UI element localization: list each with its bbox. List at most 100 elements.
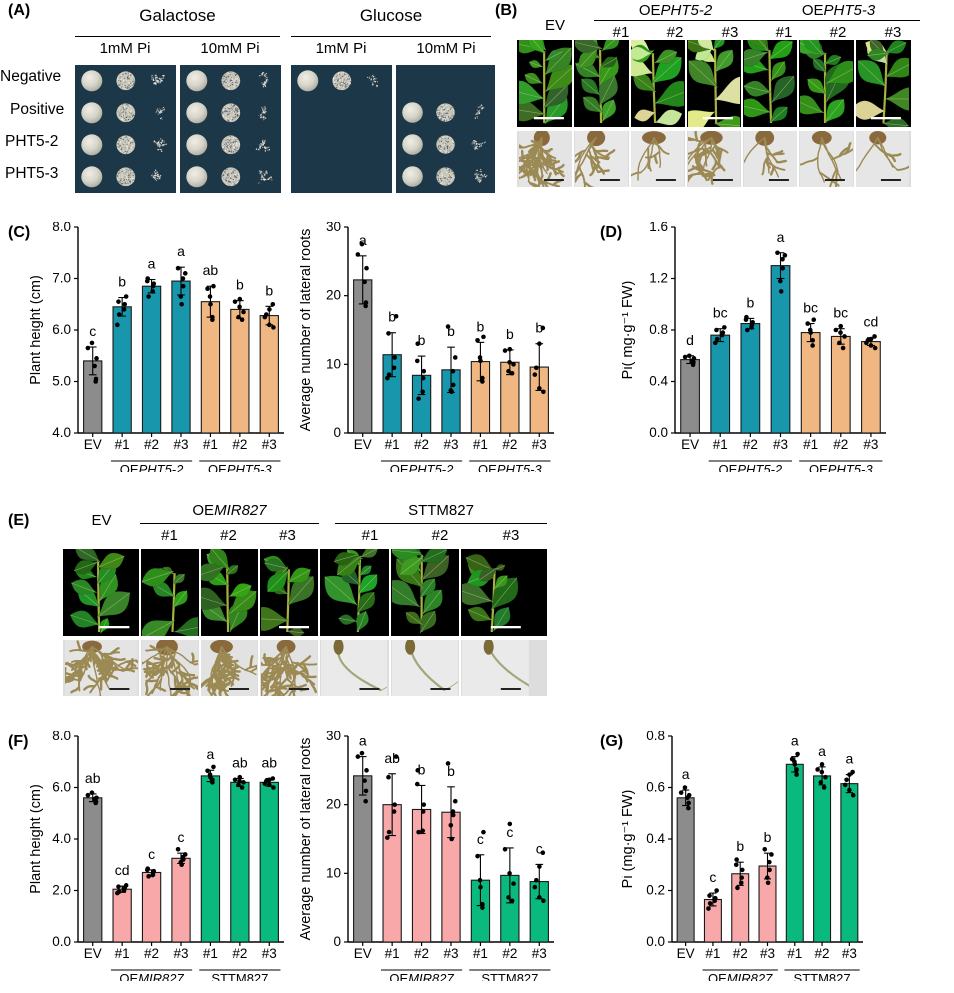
svg-text:#3: #3 <box>262 437 277 452</box>
svg-text:Average number of lateral root: Average number of lateral roots <box>300 738 314 941</box>
svg-text:b: b <box>447 323 455 339</box>
svg-text:Pi( mg·g⁻¹ FW): Pi( mg·g⁻¹ FW) <box>622 281 636 380</box>
svg-text:c: c <box>148 846 155 862</box>
svg-text:b: b <box>736 838 744 854</box>
svg-text:#1: #1 <box>787 946 802 961</box>
svg-text:#1: #1 <box>115 946 130 961</box>
svg-text:cd: cd <box>115 862 130 878</box>
svg-text:b: b <box>418 332 426 348</box>
svg-text:#3: #3 <box>262 946 277 961</box>
svg-text:ab: ab <box>384 750 400 766</box>
svg-text:STTM827: STTM827 <box>481 971 538 981</box>
svg-text:30: 30 <box>326 222 341 234</box>
svg-text:8.0: 8.0 <box>52 731 71 743</box>
svg-text:#2: #2 <box>743 437 758 452</box>
svg-text:#1: #1 <box>203 946 218 961</box>
svg-text:Pi (mg·g⁻¹ FW): Pi (mg·g⁻¹ FW) <box>622 790 636 889</box>
svg-text:0.0: 0.0 <box>649 425 668 440</box>
svg-text:#3: #3 <box>443 437 458 452</box>
svg-text:6.0: 6.0 <box>52 780 71 795</box>
svg-text:a: a <box>207 746 215 762</box>
svg-text:a: a <box>359 232 367 248</box>
svg-text:ab: ab <box>232 754 248 770</box>
svg-text:0.4: 0.4 <box>649 374 668 389</box>
svg-text:#1: #1 <box>203 437 218 452</box>
svg-text:#1: #1 <box>385 946 400 961</box>
svg-text:ab: ab <box>85 770 101 786</box>
svg-text:#2: #2 <box>502 437 517 452</box>
svg-text:bc: bc <box>803 300 818 316</box>
svg-text:2.0: 2.0 <box>52 883 71 898</box>
svg-text:8.0: 8.0 <box>52 222 71 234</box>
svg-text:#3: #3 <box>842 946 857 961</box>
svg-text:ab: ab <box>261 754 277 770</box>
svg-text:EV: EV <box>354 437 372 452</box>
svg-text:#2: #2 <box>414 437 429 452</box>
svg-text:1.6: 1.6 <box>649 222 668 234</box>
svg-text:b: b <box>477 318 485 334</box>
svg-text:a: a <box>818 743 826 759</box>
svg-text:b: b <box>236 277 244 293</box>
svg-text:#3: #3 <box>532 437 547 452</box>
svg-text:#2: #2 <box>502 946 517 961</box>
svg-text:c: c <box>536 840 543 856</box>
svg-text:#1: #1 <box>385 437 400 452</box>
svg-text:a: a <box>777 229 785 245</box>
svg-text:#3: #3 <box>532 946 547 961</box>
svg-text:Plant height (cm): Plant height (cm) <box>30 784 44 894</box>
svg-text:c: c <box>709 869 716 885</box>
svg-text:ab: ab <box>203 262 219 278</box>
svg-text:#2: #2 <box>733 946 748 961</box>
svg-text:OEPHT5-2: OEPHT5-2 <box>120 462 184 472</box>
svg-text:a: a <box>148 256 156 272</box>
svg-text:#2: #2 <box>144 946 159 961</box>
svg-text:#1: #1 <box>803 437 818 452</box>
svg-text:10: 10 <box>326 865 341 880</box>
svg-text:4.0: 4.0 <box>52 425 71 440</box>
svg-text:0.2: 0.2 <box>646 883 665 898</box>
svg-text:EV: EV <box>677 946 695 961</box>
svg-text:Average number of lateral root: Average number of lateral roots <box>300 229 314 432</box>
svg-text:#2: #2 <box>833 437 848 452</box>
svg-text:b: b <box>535 320 543 336</box>
svg-text:b: b <box>418 761 426 777</box>
svg-text:b: b <box>388 309 396 325</box>
svg-text:OEMIR827: OEMIR827 <box>708 971 773 981</box>
svg-text:bc: bc <box>713 305 728 321</box>
svg-text:OEPHT5-2: OEPHT5-2 <box>390 462 454 472</box>
svg-text:bc: bc <box>833 305 848 321</box>
svg-text:20: 20 <box>326 288 341 303</box>
svg-text:a: a <box>845 751 853 767</box>
svg-text:#2: #2 <box>232 946 247 961</box>
svg-text:EV: EV <box>84 437 102 452</box>
svg-text:10: 10 <box>326 356 341 371</box>
svg-text:EV: EV <box>354 946 372 961</box>
svg-text:#3: #3 <box>443 946 458 961</box>
svg-text:0.0: 0.0 <box>52 934 71 949</box>
svg-text:OEPHT5-3: OEPHT5-3 <box>208 462 272 472</box>
svg-text:1.2: 1.2 <box>649 271 668 286</box>
svg-text:b: b <box>265 282 273 298</box>
svg-text:#1: #1 <box>473 946 488 961</box>
svg-text:a: a <box>791 733 799 749</box>
svg-text:b: b <box>506 326 514 342</box>
svg-text:#2: #2 <box>232 437 247 452</box>
svg-text:c: c <box>477 831 484 847</box>
svg-text:OEPHT5-3: OEPHT5-3 <box>478 462 542 472</box>
svg-text:c: c <box>506 824 513 840</box>
svg-text:#3: #3 <box>173 946 188 961</box>
svg-text:7.0: 7.0 <box>52 271 71 286</box>
svg-text:#2: #2 <box>414 946 429 961</box>
svg-text:0.0: 0.0 <box>646 934 665 949</box>
svg-text:b: b <box>118 274 126 290</box>
svg-text:5.0: 5.0 <box>52 374 71 389</box>
svg-text:#3: #3 <box>760 946 775 961</box>
svg-text:4.0: 4.0 <box>52 831 71 846</box>
svg-text:OEMIR827: OEMIR827 <box>389 971 454 981</box>
svg-text:#1: #1 <box>705 946 720 961</box>
svg-text:#1: #1 <box>713 437 728 452</box>
svg-text:OEPHT5-3: OEPHT5-3 <box>809 462 873 472</box>
svg-text:d: d <box>686 332 694 348</box>
svg-text:STTM827: STTM827 <box>794 971 851 981</box>
svg-text:OEMIR827: OEMIR827 <box>119 971 184 981</box>
